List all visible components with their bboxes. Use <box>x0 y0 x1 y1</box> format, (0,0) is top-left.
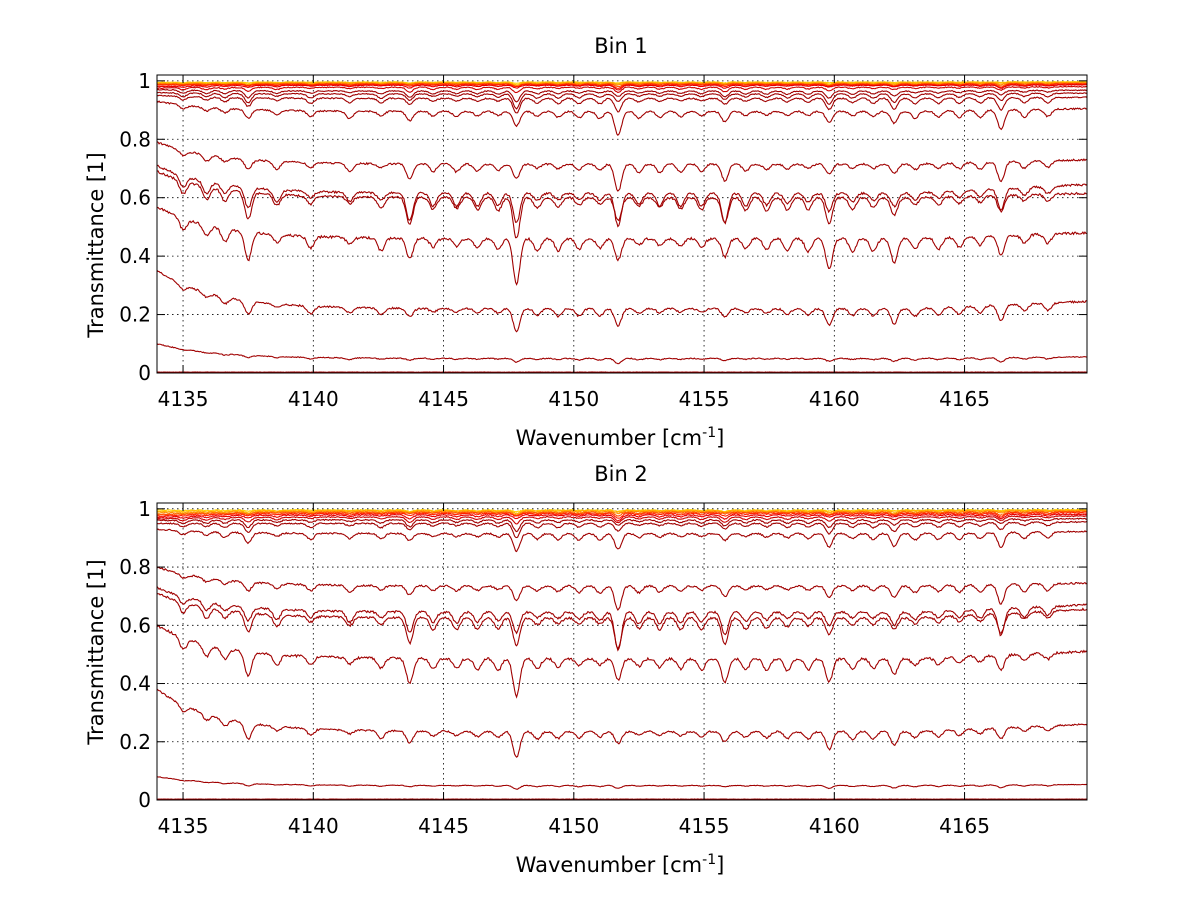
series-line <box>156 270 1088 333</box>
y-axis-label: Transmittance [1] <box>84 559 108 745</box>
chart-title: Bin 2 <box>594 462 648 486</box>
x-ticks: 4135 4140 4145 4150 4155 4160 4165 <box>158 503 990 838</box>
y-ticks: 0 0.2 0.4 0.6 0.8 1 <box>119 69 1087 385</box>
y-tick-label: 0.2 <box>119 303 151 327</box>
series-line <box>156 84 1088 91</box>
series-line <box>156 85 1088 94</box>
y-tick-label: 1 <box>138 69 151 93</box>
series-line <box>156 91 1088 110</box>
x-tick-label: 4135 <box>158 814 209 838</box>
series-line <box>156 510 1088 517</box>
x-tick-label: 4160 <box>809 387 860 411</box>
y-tick-label: 0.6 <box>119 186 151 210</box>
x-axis-label: Wavenumber [cm-1] <box>516 425 725 450</box>
series-line <box>156 624 1088 699</box>
x-tick-label: 4150 <box>548 387 599 411</box>
series-line <box>156 170 1088 239</box>
series-line <box>156 515 1088 525</box>
x-axis-label: Wavenumber [cm-1] <box>516 852 725 877</box>
x-tick-label: 4150 <box>548 814 599 838</box>
x-tick-label: 4165 <box>939 814 990 838</box>
series-line <box>156 776 1088 790</box>
chart-bin-2: Bin 2 Transmittance [1] Wavenumber [cm-1… <box>84 462 1088 877</box>
y-tick-label: 0.4 <box>119 244 151 268</box>
series-line <box>156 82 1088 88</box>
series-line <box>156 592 1088 650</box>
x-tick-label: 4155 <box>679 387 730 411</box>
y-tick-label: 0.4 <box>119 672 151 696</box>
series-line <box>156 528 1088 553</box>
series-line <box>156 343 1088 365</box>
y-tick-label: 0.2 <box>119 730 151 754</box>
x-tick-label: 4140 <box>288 387 339 411</box>
y-tick-label: 0.8 <box>119 555 151 579</box>
series-line <box>156 688 1088 758</box>
y-tick-label: 1 <box>138 497 151 521</box>
grid <box>157 503 1087 800</box>
x-axis-label-text: Wavenumber [cm <box>516 426 702 450</box>
series-group <box>156 80 1088 373</box>
plot-frame <box>156 502 1088 801</box>
y-tick-label: 0 <box>138 788 151 812</box>
x-tick-label: 4140 <box>288 814 339 838</box>
y-tick-label: 0 <box>138 361 151 385</box>
series-line <box>156 81 1088 86</box>
series-line <box>156 517 1088 533</box>
y-axis-label: Transmittance [1] <box>84 152 108 338</box>
series-line <box>156 141 1088 192</box>
x-tick-label: 4145 <box>418 387 469 411</box>
x-ticks: 4135 4140 4145 4150 4155 4160 4165 <box>158 75 990 411</box>
series-line <box>156 513 1088 523</box>
series-line <box>156 566 1088 612</box>
series-line <box>156 520 1088 539</box>
chart-title: Bin 1 <box>594 34 648 58</box>
x-axis-label-superscript: -1 <box>702 425 716 441</box>
chart-bin-1: Bin 1 Transmittance [1] Wavenumber [cm-1… <box>84 34 1088 450</box>
y-ticks: 0 0.2 0.4 0.6 0.8 1 <box>119 497 1087 812</box>
x-tick-label: 4160 <box>809 814 860 838</box>
series-line <box>156 83 1088 89</box>
series-line <box>156 509 1088 515</box>
x-axis-label-text: Wavenumber [cm <box>516 853 702 877</box>
x-tick-label: 4135 <box>158 387 209 411</box>
plot-frame <box>156 74 1088 374</box>
series-line <box>156 206 1088 286</box>
x-tick-label: 4165 <box>939 387 990 411</box>
series-line <box>156 100 1088 136</box>
x-axis-label-close: ] <box>716 426 724 450</box>
y-tick-label: 0.8 <box>119 127 151 151</box>
x-tick-label: 4145 <box>418 814 469 838</box>
x-axis-label-superscript: -1 <box>702 852 716 868</box>
y-tick-label: 0.6 <box>119 613 151 637</box>
series-line <box>156 511 1088 519</box>
series-line <box>156 88 1088 103</box>
x-tick-label: 4155 <box>679 814 730 838</box>
series-group <box>156 508 1088 800</box>
x-axis-label-close: ] <box>716 853 724 877</box>
series-line <box>156 94 1088 114</box>
series-line <box>156 509 1088 516</box>
